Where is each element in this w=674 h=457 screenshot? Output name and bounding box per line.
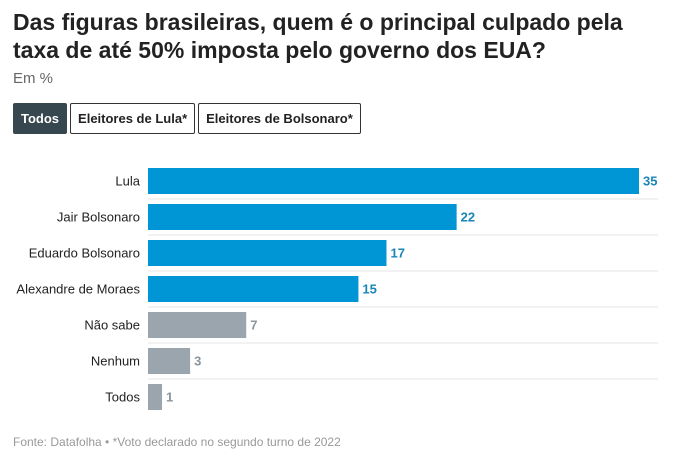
bar	[148, 384, 163, 410]
filter-tabs: Todos Eleitores de Lula* Eleitores de Bo…	[13, 103, 361, 134]
bar	[148, 312, 247, 338]
bar	[148, 168, 639, 194]
tab-eleitores-lula[interactable]: Eleitores de Lula*	[70, 103, 196, 134]
bar	[148, 276, 359, 302]
tab-todos[interactable]: Todos	[13, 103, 68, 134]
bar	[148, 240, 387, 266]
value-label: 22	[461, 210, 475, 225]
category-label: Eduardo Bolsonaro	[29, 246, 140, 261]
source-note: Fonte: Datafolha • *Voto declarado no se…	[13, 435, 341, 449]
bar	[148, 348, 191, 374]
category-label: Lula	[115, 174, 140, 189]
value-label: 15	[362, 282, 376, 297]
value-label: 17	[390, 246, 404, 261]
bar-chart: Lula 35 Jair Bolsonaro 22 Eduardo Bolsonaro 1…	[16, 168, 658, 410]
category-label: Nenhum	[91, 354, 140, 369]
value-label: 35	[643, 174, 657, 189]
value-label: 7	[250, 318, 257, 333]
value-label: 1	[166, 390, 173, 405]
category-label: Todos	[105, 390, 140, 405]
chart-subtitle: Em %	[13, 70, 54, 87]
category-label: Jair Bolsonaro	[57, 210, 140, 225]
chart-title: Das figuras brasileiras, quem é o princi…	[13, 9, 623, 63]
value-label: 3	[194, 354, 201, 369]
category-label: Não sabe	[84, 318, 140, 333]
bar	[148, 204, 457, 230]
category-label: Alexandre de Moraes	[16, 282, 140, 297]
tab-eleitores-bolsonaro[interactable]: Eleitores de Bolsonaro*	[198, 103, 361, 134]
